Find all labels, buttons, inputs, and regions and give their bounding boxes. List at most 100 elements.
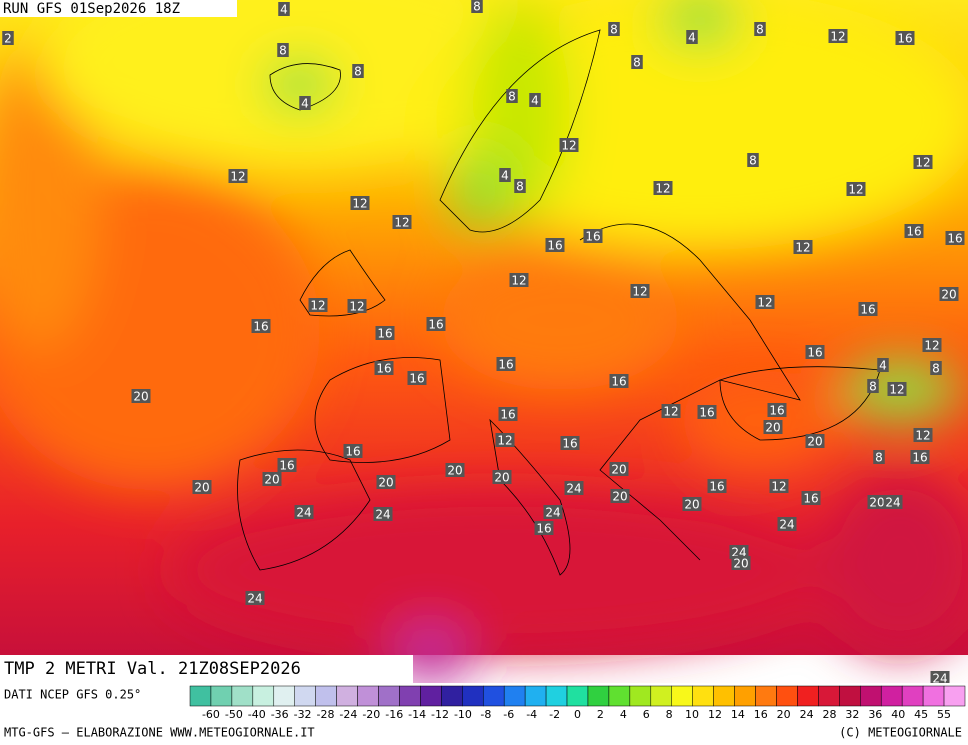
map-label-text: 16 <box>536 522 551 536</box>
map-label: 12 <box>913 155 933 170</box>
colorbar-swatch <box>189 685 212 707</box>
map-label-box <box>407 371 427 385</box>
map-label-text: 12 <box>663 405 678 419</box>
map-label: 2 <box>2 31 14 46</box>
colorbar-swatch <box>441 685 463 707</box>
header-box <box>0 0 237 17</box>
map-label-text: 16 <box>409 372 424 386</box>
map-label: 8 <box>873 450 885 465</box>
map-label: 20 <box>731 556 751 571</box>
map-label-text: 20 <box>611 463 626 477</box>
colorbar-label: -60 <box>202 708 220 721</box>
map-label: 8 <box>867 379 879 394</box>
colorbar-label: 55 <box>937 708 951 721</box>
colorbar-label: 40 <box>891 708 905 721</box>
map-label-box <box>278 2 290 16</box>
map-label-text: 24 <box>375 508 390 522</box>
map-label: 20 <box>445 463 465 478</box>
map-label: 12 <box>769 479 789 494</box>
map-label: 12 <box>350 196 370 211</box>
map-label-box <box>375 326 395 340</box>
map-label-box <box>492 470 512 484</box>
map-label: 12 <box>228 169 248 184</box>
map-label-text: 24 <box>296 506 311 520</box>
map-label-text: 12 <box>830 30 845 44</box>
map-label: 12 <box>913 428 933 443</box>
colorbar-swatch <box>482 685 505 707</box>
map-label-text: 12 <box>889 383 904 397</box>
colorbar-label: -32 <box>294 708 312 721</box>
map-label-text: 16 <box>585 230 600 244</box>
map-label-text: 4 <box>280 3 288 17</box>
credit-right: (C) METEOGIORNALE <box>839 726 962 740</box>
map-label: 8 <box>631 55 643 70</box>
map-label: 20 <box>763 420 783 435</box>
map-label: 20 <box>939 287 959 302</box>
colorbar-label: -8 <box>480 708 491 721</box>
colorbar-label: -6 <box>503 708 514 721</box>
map-label-box <box>763 420 783 434</box>
map-label-text: 20 <box>869 496 884 510</box>
map-label: 16 <box>534 521 554 536</box>
map-label-box <box>277 458 297 472</box>
map-label-box <box>661 404 681 418</box>
map-label: 12 <box>793 240 813 255</box>
map-label: 12 <box>661 404 681 419</box>
colorbar-swatch <box>901 685 924 707</box>
map-label: 8 <box>514 179 526 194</box>
map-label-box <box>697 405 717 419</box>
map-label: 12 <box>308 298 328 313</box>
map-label-text: 8 <box>869 380 877 394</box>
map-label: 20 <box>131 389 151 404</box>
map-label-text: 20 <box>447 464 462 478</box>
map-label: 8 <box>506 89 518 104</box>
colorbar-label: 10 <box>685 708 699 721</box>
colorbar-swatch <box>420 685 442 707</box>
map-label: 8 <box>754 22 766 37</box>
map-label-box <box>873 450 885 464</box>
map-label: 8 <box>747 153 759 168</box>
map-label: 4 <box>499 168 511 183</box>
map-label: 12 <box>559 138 579 153</box>
map-label-text: 4 <box>501 169 509 183</box>
map-label: 16 <box>251 319 271 334</box>
map-label: 4 <box>529 93 541 108</box>
map-label: 20 <box>492 470 512 485</box>
map-label-box <box>496 357 516 371</box>
colorbar-label: -20 <box>362 708 380 721</box>
map-title: TMP 2 METRI Val. 21Z08SEP2026 <box>4 659 301 679</box>
map-label: 12 <box>495 433 515 448</box>
colorbar-swatch <box>776 685 798 707</box>
map-label-text: 12 <box>394 216 409 230</box>
map-label-text: 12 <box>230 170 245 184</box>
map-label-box <box>545 238 565 252</box>
map-label: 8 <box>930 361 942 376</box>
map-label: 20 <box>610 489 630 504</box>
colorbar-swatch <box>755 685 777 707</box>
map-label: 4 <box>877 358 889 373</box>
colorbar-label: 24 <box>800 708 814 721</box>
map-label-text: 20 <box>733 557 748 571</box>
map-label-box <box>895 31 915 45</box>
colorbar-label: -16 <box>385 708 403 721</box>
colorbar-swatch <box>336 685 358 707</box>
map-label: 16 <box>707 479 727 494</box>
map-label-text: 12 <box>915 429 930 443</box>
map-label-box <box>251 319 271 333</box>
map-label: 8 <box>352 64 364 79</box>
map-label: 24 <box>245 591 265 606</box>
map-label: 12 <box>509 273 529 288</box>
run-info: RUN GFS 01Sep2026 18Z <box>3 1 180 17</box>
map-label-box <box>471 0 483 13</box>
map-label-box <box>350 196 370 210</box>
map-label-box <box>747 153 759 167</box>
map-label-text: 24 <box>932 672 947 686</box>
colorbar-label: 6 <box>643 708 650 721</box>
map-label-box <box>801 491 821 505</box>
map-label-text: 12 <box>561 139 576 153</box>
colorbar-swatch <box>860 685 882 707</box>
map-label-box <box>529 93 541 107</box>
map-label-text: 8 <box>875 451 883 465</box>
colorbar-label: 28 <box>823 708 837 721</box>
